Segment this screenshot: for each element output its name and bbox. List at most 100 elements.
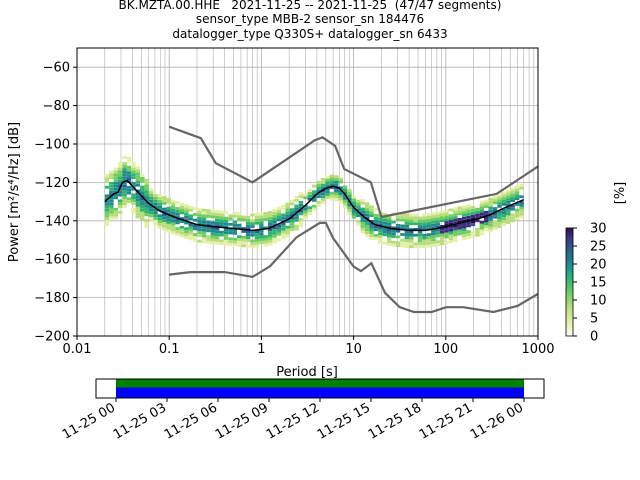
density-cell bbox=[122, 173, 127, 177]
density-cell bbox=[201, 225, 207, 229]
density-cell bbox=[250, 230, 255, 234]
density-cell bbox=[113, 190, 118, 194]
density-cell bbox=[223, 239, 229, 243]
density-cell bbox=[409, 245, 414, 249]
density-cell bbox=[444, 212, 449, 216]
density-cell bbox=[184, 204, 189, 208]
density-cell bbox=[484, 213, 489, 217]
density-cell bbox=[369, 214, 374, 217]
colorbar-tick-label: 25 bbox=[590, 240, 607, 255]
density-cell bbox=[157, 194, 163, 197]
density-cell bbox=[382, 224, 388, 228]
density-cell bbox=[378, 223, 383, 227]
density-cell bbox=[351, 195, 357, 199]
density-cell bbox=[223, 216, 229, 220]
density-cell bbox=[267, 222, 273, 226]
density-cell bbox=[409, 228, 414, 231]
density-cell bbox=[461, 237, 467, 240]
density-cell bbox=[109, 184, 114, 188]
density-cell bbox=[281, 219, 286, 223]
density-cell bbox=[501, 214, 507, 218]
density-cell bbox=[431, 229, 436, 233]
colorbar-tick-label: 5 bbox=[590, 312, 598, 327]
density-cell bbox=[250, 225, 255, 228]
density-cell bbox=[175, 207, 180, 210]
density-cell bbox=[378, 217, 383, 221]
timeline-tick-label: 11-25 18 bbox=[366, 400, 424, 442]
density-cell bbox=[453, 216, 458, 219]
density-cell bbox=[210, 229, 216, 233]
density-cell bbox=[184, 207, 189, 211]
density-cell bbox=[135, 172, 141, 176]
density-cell bbox=[466, 215, 471, 219]
density-cell bbox=[316, 186, 321, 190]
density-cell bbox=[422, 236, 427, 240]
density-cell bbox=[435, 211, 440, 215]
density-cell bbox=[294, 227, 299, 231]
density-cell bbox=[153, 208, 158, 212]
density-cell bbox=[148, 188, 154, 192]
density-cell bbox=[157, 217, 163, 221]
density-cell bbox=[325, 187, 330, 191]
density-cell bbox=[104, 211, 110, 215]
density-cell bbox=[157, 197, 163, 200]
density-cell bbox=[400, 212, 405, 216]
density-cell bbox=[360, 210, 365, 214]
density-cell bbox=[466, 221, 471, 225]
density-cell bbox=[263, 243, 268, 247]
density-cell bbox=[342, 188, 348, 192]
density-cell bbox=[466, 230, 471, 234]
density-cell bbox=[506, 192, 511, 196]
density-cell bbox=[122, 156, 127, 159]
density-cell bbox=[144, 224, 149, 228]
density-cell bbox=[148, 217, 154, 220]
density-cell bbox=[272, 223, 277, 227]
density-cell bbox=[267, 213, 273, 217]
density-cell bbox=[140, 214, 145, 218]
density-cell bbox=[201, 211, 207, 215]
density-cell bbox=[488, 229, 493, 233]
density-cell bbox=[488, 220, 493, 224]
density-cell bbox=[479, 212, 485, 216]
density-cell bbox=[140, 211, 145, 215]
density-cell bbox=[422, 213, 427, 217]
density-cell bbox=[263, 226, 268, 230]
colorbar-tick-label: 15 bbox=[590, 276, 607, 291]
density-cell bbox=[289, 219, 295, 223]
density-cell bbox=[184, 212, 189, 216]
density-cell bbox=[351, 201, 357, 205]
density-cell bbox=[140, 208, 145, 212]
density-cell bbox=[281, 236, 286, 240]
density-cell bbox=[356, 199, 361, 203]
density-cell bbox=[237, 226, 242, 230]
density-cell bbox=[285, 217, 290, 220]
timeline-tick-label: 11-25 21 bbox=[417, 400, 475, 442]
density-cell bbox=[413, 216, 418, 220]
density-cell bbox=[422, 222, 427, 226]
density-cell bbox=[475, 230, 480, 234]
density-cell bbox=[117, 182, 123, 185]
density-cell bbox=[320, 201, 326, 204]
density-cell bbox=[276, 212, 282, 216]
density-cell bbox=[404, 219, 410, 222]
density-cell bbox=[109, 199, 114, 203]
density-cell bbox=[475, 219, 480, 223]
density-cell bbox=[192, 218, 198, 222]
density-cell bbox=[360, 227, 365, 231]
high-noise-model-line bbox=[168, 125, 538, 219]
density-cell bbox=[254, 241, 260, 245]
density-cell bbox=[347, 197, 352, 201]
density-cell bbox=[342, 185, 348, 189]
density-cell bbox=[153, 217, 158, 220]
density-cell bbox=[254, 236, 260, 239]
density-cell bbox=[466, 218, 471, 222]
density-cell bbox=[294, 213, 299, 217]
timeline-tick-label: 11-26 00 bbox=[468, 400, 526, 442]
density-cell bbox=[210, 215, 216, 219]
density-cell bbox=[166, 223, 171, 227]
density-cell bbox=[431, 218, 436, 221]
density-cell bbox=[135, 195, 141, 199]
density-cell bbox=[461, 234, 467, 238]
density-cell bbox=[479, 209, 485, 213]
density-cell bbox=[426, 227, 432, 231]
